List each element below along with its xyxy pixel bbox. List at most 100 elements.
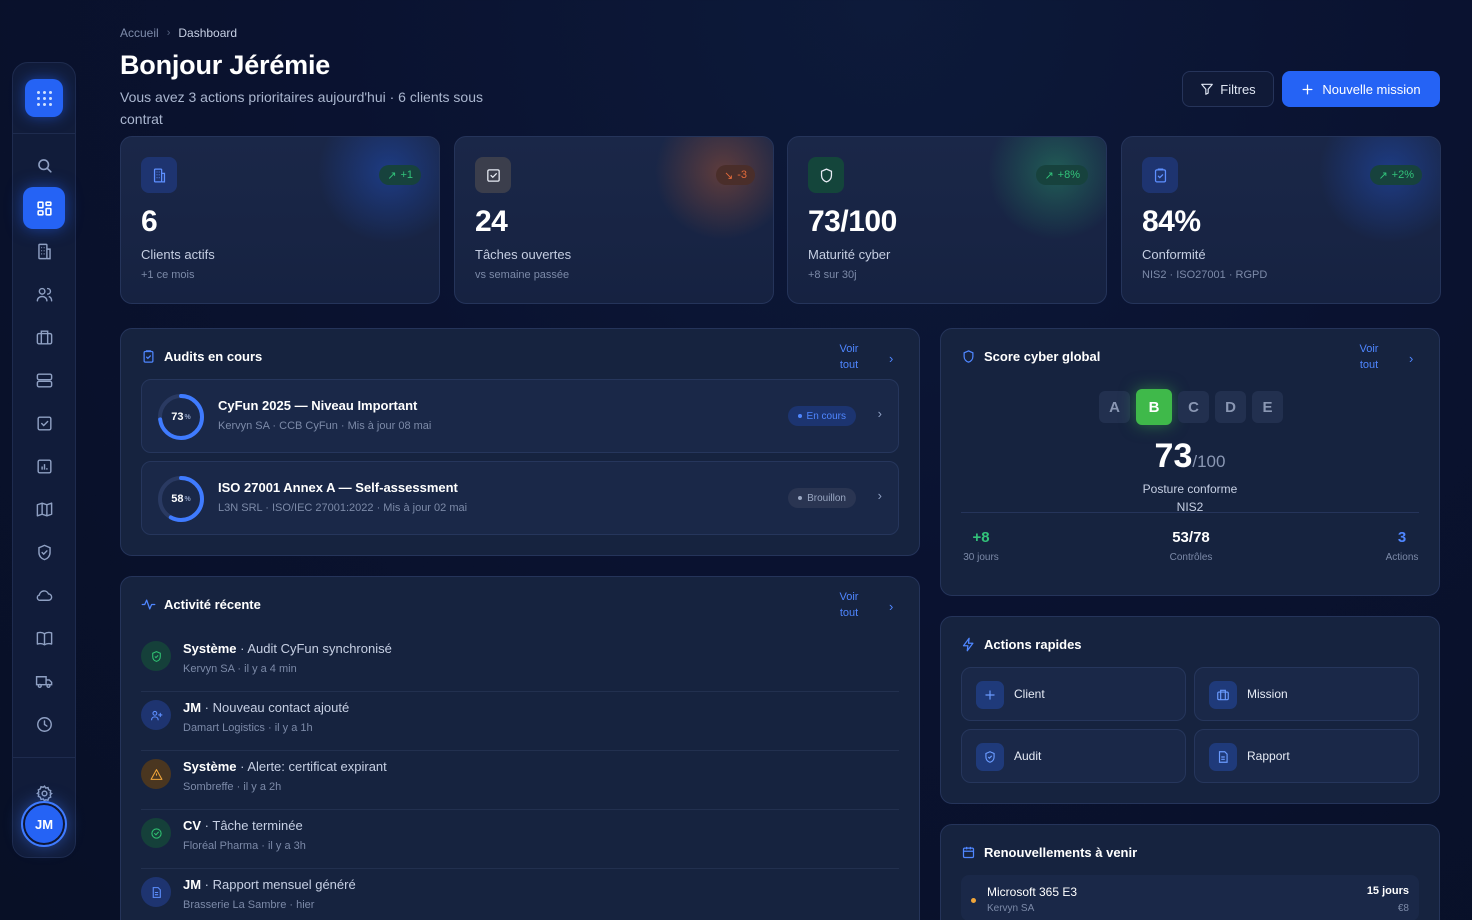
kpi-card-clients[interactable]: ↗ +1 6 Clients actifs +1 ce mois: [120, 136, 440, 304]
sidebar-item-settings[interactable]: [23, 772, 65, 814]
calendar-icon: [962, 846, 975, 859]
book-icon: [36, 631, 52, 646]
panel-header: Activité récente: [141, 597, 261, 612]
activity-text: Système · Audit CyFun synchronisé: [183, 641, 392, 656]
trend-up-icon: ↗: [1378, 169, 1388, 182]
chevron-right-icon: ›: [877, 406, 882, 421]
chart-icon: [36, 458, 52, 474]
sidebar-item-map[interactable]: [23, 488, 65, 530]
audit-item[interactable]: 73% CyFun 2025 — Niveau Important Kervyn…: [141, 379, 899, 453]
audit-title: CyFun 2025 — Niveau Important: [218, 398, 418, 413]
kpi-card-compliance[interactable]: ↗ +2% 84% Conformité NIS2 · ISO27001 · RG…: [1121, 136, 1441, 304]
kpi-value: 6: [141, 205, 158, 238]
sidebar-item-reports[interactable]: [23, 445, 65, 487]
renewal-item[interactable]: Microsoft 365 E3 Kervyn SA 15 jours €8: [961, 875, 1419, 920]
activity-text: JM · Nouveau contact ajouté: [183, 700, 350, 715]
warning-icon: [141, 759, 171, 789]
see-all-link[interactable]: Voir tout: [839, 591, 859, 619]
progress-percent: 58%: [171, 493, 191, 505]
sidebar-item-dashboard[interactable]: [23, 187, 65, 229]
see-all-link[interactable]: Voir tout: [839, 343, 859, 371]
filters-button[interactable]: Filtres: [1182, 71, 1274, 107]
status-badge: Brouillon: [788, 488, 856, 508]
sidebar-item-suppliers[interactable]: [23, 660, 65, 702]
truck-icon: [35, 675, 52, 688]
dashboard-icon: [36, 200, 52, 216]
briefcase-icon: [36, 329, 52, 345]
trend-badge: ↘ -3: [716, 165, 755, 185]
trend-up-icon: ↗: [387, 169, 397, 182]
activity-text: Système · Alerte: certificat expirant: [183, 759, 387, 774]
audit-item[interactable]: 58% ISO 27001 Annex A — Self-assessment …: [141, 461, 899, 535]
quick-action-mission[interactable]: Mission: [1194, 667, 1419, 721]
chevron-right-icon[interactable]: ›: [889, 351, 894, 366]
status-badge: En cours: [787, 406, 856, 426]
page-subtitle: Vous avez 3 actions prioritaires aujourd…: [120, 89, 483, 127]
status-dot: [971, 898, 976, 903]
trend-up-icon: ↗: [1044, 169, 1054, 182]
progress-ring: [158, 476, 204, 522]
user-plus-icon: [141, 700, 171, 730]
quick-action-report[interactable]: Rapport: [1194, 729, 1419, 783]
sidebar-item-missions[interactable]: [23, 316, 65, 358]
chevron-right-icon[interactable]: ›: [1409, 351, 1414, 366]
renewal-client: Kervyn SA: [987, 903, 1035, 914]
check-circle-icon: [141, 818, 171, 848]
kpi-note: NIS2 · ISO27001 · RGPD: [1142, 269, 1268, 281]
quick-action-client[interactable]: Client: [961, 667, 1186, 721]
kpi-note: +8 sur 30j: [808, 269, 857, 281]
sidebar-item-tasks[interactable]: [23, 402, 65, 444]
sidebar-item-library[interactable]: [23, 617, 65, 659]
user-avatar[interactable]: JM: [21, 801, 67, 847]
kpi-card-tasks[interactable]: ↘ -3 24 Tâches ouvertes vs semaine passée: [454, 136, 774, 304]
sidebar-item-clients[interactable]: [23, 230, 65, 272]
divider: [961, 512, 1419, 513]
stat-actions: 3 Actions: [1385, 529, 1419, 563]
kpi-value: 24: [475, 205, 508, 238]
chevron-right-icon: ›: [166, 27, 171, 39]
activity-item[interactable]: JM · Rapport mensuel généré Brasserie La…: [141, 869, 899, 920]
activity-item[interactable]: Système · Audit CyFun synchronisé Kervyn…: [141, 633, 899, 692]
app-logo[interactable]: [25, 79, 63, 117]
panel-title: Audits en cours: [164, 349, 263, 364]
new-mission-label: Nouvelle mission: [1322, 81, 1421, 97]
sidebar-item-search[interactable]: [23, 144, 65, 186]
sidebar-item-cloud[interactable]: [23, 574, 65, 616]
grade-d: D: [1215, 391, 1246, 423]
grid-dots-icon: [36, 90, 52, 106]
trend-badge: ↗ +2%: [1370, 165, 1422, 185]
kpi-label: Clients actifs: [141, 247, 215, 262]
panel-title: Score cyber global: [984, 349, 1101, 364]
activity-item[interactable]: CV · Tâche terminée Floréal Pharma · il …: [141, 810, 899, 869]
score-panel: Score cyber global Voir tout › A B C D E…: [940, 328, 1440, 596]
sidebar-item-security[interactable]: [23, 531, 65, 573]
grade-e: E: [1252, 391, 1283, 423]
kpi-note: vs semaine passée: [475, 269, 570, 281]
quick-action-audit[interactable]: Audit: [961, 729, 1186, 783]
panel-title: Renouvellements à venir: [984, 845, 1138, 860]
trend-badge: ↗ +8%: [1036, 165, 1088, 185]
activity-text: JM · Rapport mensuel généré: [183, 877, 356, 892]
briefcase-icon: [1209, 681, 1237, 709]
score-value: 73/100: [1154, 437, 1226, 475]
sidebar-divider: [13, 133, 75, 134]
lightning-icon: [962, 637, 974, 652]
see-all-link[interactable]: Voir tout: [1359, 343, 1379, 371]
checkbox-icon: [475, 157, 511, 193]
activity-item[interactable]: Système · Alerte: certificat expirant So…: [141, 751, 899, 810]
panel-header: Audits en cours: [141, 349, 262, 364]
breadcrumb-home[interactable]: Accueil: [120, 26, 159, 40]
sidebar-item-assets[interactable]: [23, 359, 65, 401]
sidebar-item-contacts[interactable]: [23, 273, 65, 315]
grade-c: C: [1178, 391, 1209, 423]
sidebar-item-history[interactable]: [23, 703, 65, 745]
activity-item[interactable]: JM · Nouveau contact ajouté Damart Logis…: [141, 692, 899, 751]
sidebar-divider: [13, 757, 75, 758]
plus-icon: [1302, 84, 1313, 94]
activity-icon: [141, 599, 156, 610]
new-mission-button[interactable]: Nouvelle mission: [1282, 71, 1440, 107]
progress-percent: 73%: [171, 411, 191, 423]
chevron-right-icon[interactable]: ›: [889, 599, 894, 614]
kpi-card-maturity[interactable]: ↗ +8% 73/100 Maturité cyber +8 sur 30j: [787, 136, 1107, 304]
kpi-value: 73/100: [808, 205, 897, 238]
